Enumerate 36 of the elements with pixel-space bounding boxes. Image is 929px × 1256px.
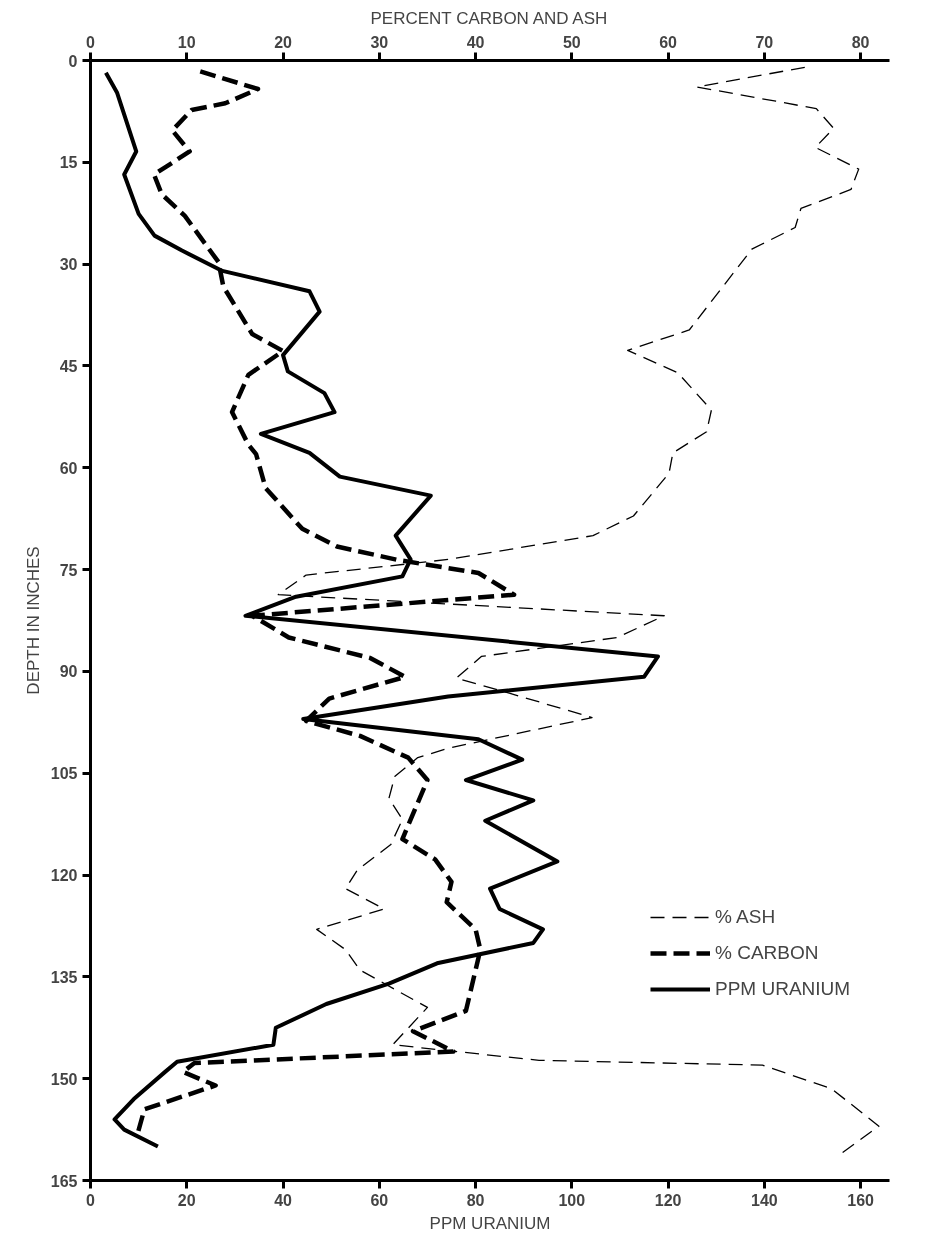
- y-tick-label: 30: [59, 256, 78, 274]
- y-tick-label: 120: [50, 867, 78, 885]
- x2-tick-label: 10: [177, 33, 196, 51]
- x2-tick-label: 20: [274, 33, 293, 51]
- x-tick-label: 160: [847, 1191, 875, 1209]
- x-tick-label: 20: [177, 1191, 196, 1209]
- y-axis-title: DEPTH IN INCHES: [23, 546, 43, 695]
- x2-tick-label: 70: [755, 33, 774, 51]
- y-tick-label: 90: [59, 663, 78, 681]
- x-tick-label: 40: [274, 1191, 293, 1209]
- x-tick-label: 0: [86, 1191, 96, 1209]
- y-tick-label: 105: [50, 765, 78, 783]
- x-tick-label: 60: [370, 1191, 389, 1209]
- x2-tick-label: 30: [370, 33, 389, 51]
- x2-tick-label: 40: [466, 33, 485, 51]
- y-tick-label: 45: [59, 357, 78, 375]
- x-tick-label: 80: [466, 1191, 485, 1209]
- y-tick-label: 135: [50, 968, 78, 986]
- x2-tick-label: 60: [659, 33, 678, 51]
- x-tick-label: 100: [558, 1191, 586, 1209]
- y-tick-label: 75: [59, 561, 78, 579]
- legend-label: % CARBON: [715, 942, 819, 964]
- x-tick-label: 140: [751, 1191, 778, 1209]
- x-tick-label: 120: [654, 1191, 682, 1209]
- x-axis-title: PPM URANIUM: [429, 1213, 551, 1233]
- legend-label: % ASH: [715, 906, 776, 928]
- x2-tick-label: 50: [562, 33, 581, 51]
- x2-tick-label: 0: [86, 33, 96, 51]
- x2-axis-title: PERCENT CARBON AND ASH: [370, 8, 608, 28]
- y-tick-label: 165: [50, 1172, 78, 1190]
- y-tick-label: 60: [59, 459, 78, 477]
- y-tick-label: 150: [50, 1070, 78, 1088]
- y-tick-label: 0: [68, 52, 78, 70]
- x2-tick-label: 80: [851, 33, 870, 51]
- legend-label: PPM URANIUM: [715, 978, 851, 1000]
- y-tick-label: 15: [59, 154, 78, 172]
